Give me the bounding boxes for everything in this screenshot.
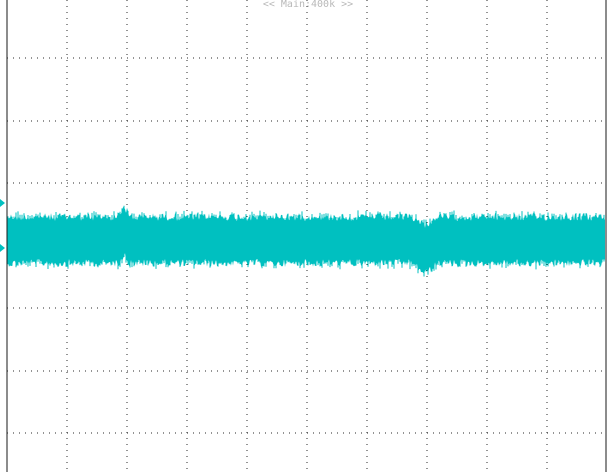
triangle-right-icon[interactable] <box>0 199 5 207</box>
signal-trace-noise <box>7 205 605 277</box>
vertical-grid-lines <box>66 0 548 472</box>
signal-trace <box>7 205 605 277</box>
channel-ground-marker-icon[interactable] <box>0 244 5 252</box>
